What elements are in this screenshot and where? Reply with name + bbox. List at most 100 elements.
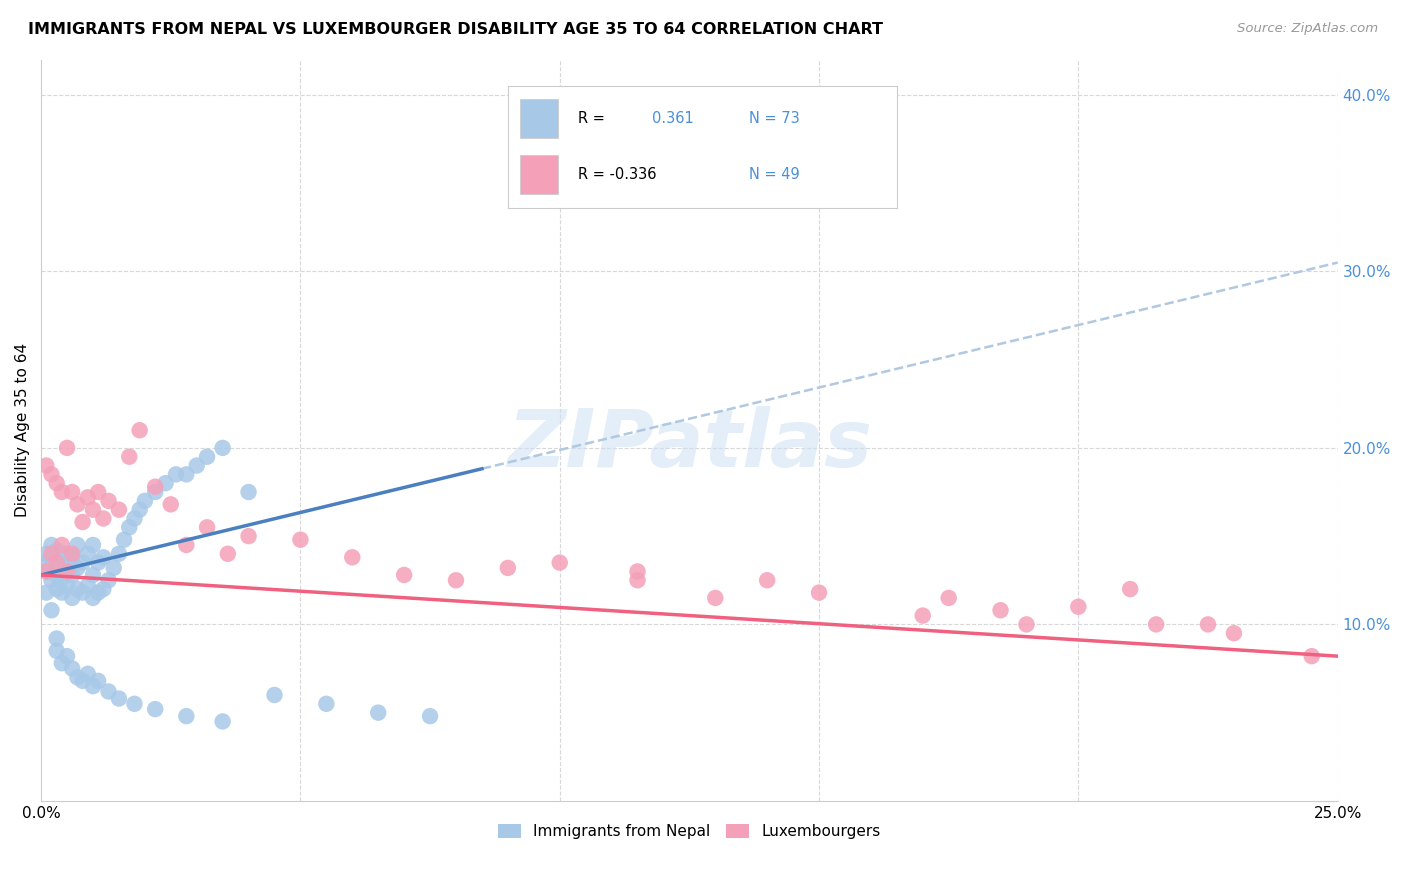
Point [263, 688, 285, 702]
Point [87, 673, 110, 688]
Point [56, 565, 79, 579]
Point [112, 533, 135, 547]
Point [176, 709, 198, 723]
Point [35, 565, 58, 579]
Point [51, 657, 73, 671]
Point [155, 476, 177, 491]
Point [1197, 617, 1219, 632]
Point [56, 547, 79, 561]
Point [60, 550, 83, 565]
Point [41, 547, 63, 561]
Point [938, 591, 960, 605]
Y-axis label: Disability Age 35 to 64: Disability Age 35 to 64 [15, 343, 30, 517]
Point [143, 485, 166, 500]
Point [41, 561, 63, 575]
Point [217, 547, 239, 561]
Text: IMMIGRANTS FROM NEPAL VS LUXEMBOURGER DISABILITY AGE 35 TO 64 CORRELATION CHART: IMMIGRANTS FROM NEPAL VS LUXEMBOURGER DI… [28, 22, 883, 37]
Point [124, 511, 146, 525]
Legend: Immigrants from Nepal, Luxembourgers: Immigrants from Nepal, Luxembourgers [492, 818, 887, 845]
Point [103, 561, 125, 575]
Point [51, 572, 73, 586]
Point [56, 649, 79, 664]
Point [97, 684, 120, 698]
Point [66, 538, 89, 552]
Point [118, 450, 141, 464]
Point [56, 578, 79, 592]
Point [128, 423, 150, 437]
Point [128, 502, 150, 516]
Point [41, 467, 63, 482]
Point [82, 502, 104, 516]
Point [176, 467, 198, 482]
Point [66, 561, 89, 575]
Point [45, 582, 67, 596]
Point [41, 550, 63, 565]
Point [72, 585, 94, 599]
Point [82, 538, 104, 552]
Point [66, 670, 89, 684]
Point [124, 697, 146, 711]
Point [35, 458, 58, 473]
Point [1067, 599, 1090, 614]
Point [93, 511, 115, 525]
Point [143, 702, 166, 716]
Point [45, 568, 67, 582]
Point [56, 565, 79, 579]
Point [41, 538, 63, 552]
Point [35, 585, 58, 599]
Point [704, 591, 727, 605]
Point [419, 709, 441, 723]
Point [87, 485, 110, 500]
Point [45, 543, 67, 558]
Point [108, 691, 131, 706]
Point [45, 644, 67, 658]
Point [60, 485, 83, 500]
Point [756, 574, 779, 588]
Point [444, 574, 467, 588]
Point [1119, 582, 1142, 596]
Point [66, 497, 89, 511]
Point [41, 574, 63, 588]
Point [211, 714, 233, 729]
Point [41, 603, 63, 617]
Point [1223, 626, 1246, 640]
Point [186, 458, 208, 473]
Point [143, 480, 166, 494]
Point [60, 661, 83, 675]
Point [72, 515, 94, 529]
Point [72, 673, 94, 688]
Point [56, 441, 79, 455]
Point [51, 556, 73, 570]
Point [51, 585, 73, 599]
Point [496, 561, 519, 575]
Point [911, 608, 934, 623]
Point [60, 568, 83, 582]
Point [51, 485, 73, 500]
Point [641, 179, 664, 194]
Point [66, 582, 89, 596]
Point [87, 556, 110, 570]
Point [315, 697, 337, 711]
Point [367, 706, 389, 720]
Point [72, 556, 94, 570]
Point [108, 547, 131, 561]
Point [76, 547, 98, 561]
Point [35, 556, 58, 570]
Point [87, 585, 110, 599]
Point [134, 493, 156, 508]
Point [60, 547, 83, 561]
Text: Source: ZipAtlas.com: Source: ZipAtlas.com [1237, 22, 1378, 36]
Point [45, 476, 67, 491]
Point [82, 679, 104, 693]
Point [195, 450, 218, 464]
Point [51, 538, 73, 552]
Point [76, 578, 98, 592]
Point [548, 556, 571, 570]
Point [82, 568, 104, 582]
Point [60, 591, 83, 605]
Point [626, 565, 648, 579]
Point [808, 585, 831, 599]
Point [35, 565, 58, 579]
Point [211, 441, 233, 455]
Point [990, 603, 1012, 617]
